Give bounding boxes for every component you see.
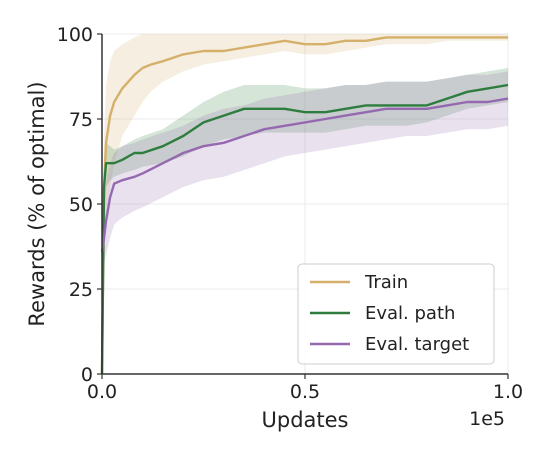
x-offset-label: 1e5 [469,408,505,430]
y-tick-label: 75 [69,109,93,131]
y-tick-label: 25 [69,279,93,301]
y-tick-label: 100 [57,24,93,46]
legend-box [297,263,495,365]
legend-label: Train [364,272,408,293]
x-axis-label: Updates [262,408,349,432]
band-eval-path [102,68,508,374]
line-eval-target [100,97,509,252]
y-tick-label: 0 [81,364,93,386]
x-ticks: 0.0 0.5 1.0 [87,374,523,403]
legend-label: Eval. path [365,303,455,324]
y-tick-label: 50 [69,194,93,216]
legend-label: Eval. target [365,334,469,355]
y-ticks: 0 25 50 75 100 [57,24,102,386]
y-axis-label: Rewards (% of optimal) [25,81,49,326]
x-tick-label: 0.5 [290,381,320,403]
legend: Train Eval. path Eval. target [297,263,495,365]
line-eval-path [100,83,509,375]
series-lines [100,36,509,375]
line-train [100,36,508,375]
x-tick-label: 1.0 [493,381,523,403]
x-tick-label: 0.0 [87,381,117,403]
